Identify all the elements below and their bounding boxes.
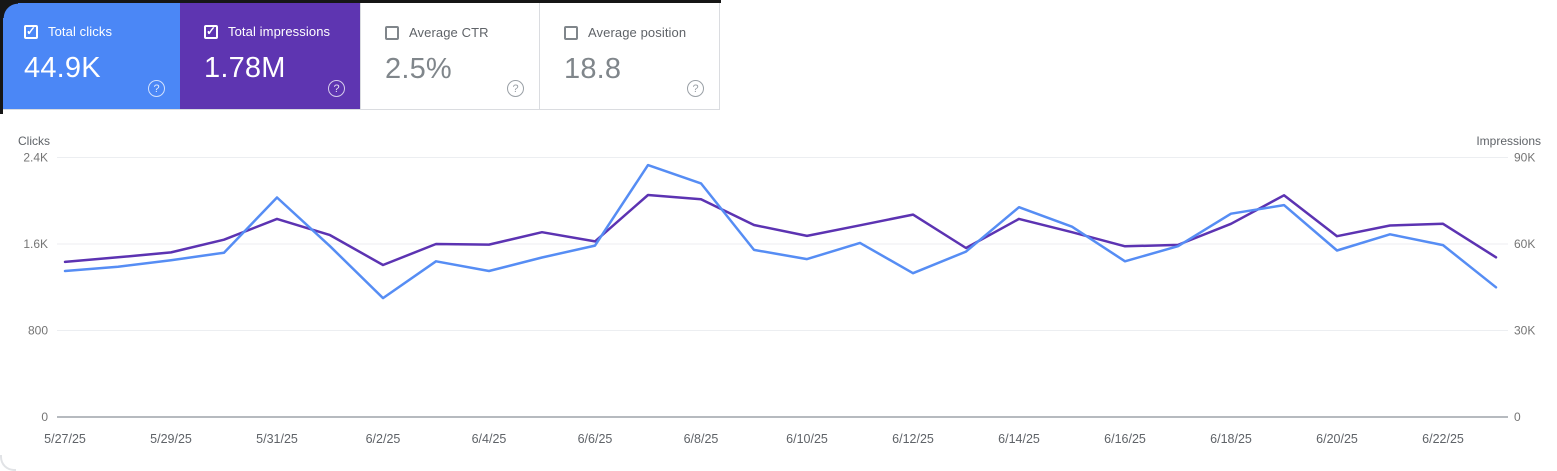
window-frame-corner [0,0,18,18]
total-impressions-value: 1.78M [204,52,286,84]
help-icon[interactable]: ? [687,80,704,97]
left-axis-tick: 0 [41,410,48,424]
average-position-value: 18.8 [564,53,622,85]
date-label: 6/4/25 [472,432,507,446]
window-frame-top [0,0,721,3]
card-average-position[interactable]: Average position 18.8 ? [540,0,720,110]
help-icon[interactable]: ? [507,80,524,97]
left-axis-tick: 1.6K [23,237,48,251]
right-axis-tick: 90K [1514,151,1535,165]
help-icon[interactable]: ? [148,80,165,97]
card-average-ctr-head: Average CTR [385,25,539,40]
date-label: 5/31/25 [256,432,298,446]
date-label: 6/20/25 [1316,432,1358,446]
left-axis-title: Clicks [18,134,50,148]
date-label: 6/8/25 [684,432,719,446]
total-clicks-label: Total clicks [48,24,113,39]
date-label: 6/12/25 [892,432,934,446]
date-label: 6/6/25 [578,432,613,446]
average-ctr-checkbox[interactable] [385,25,399,40]
card-total-clicks[interactable]: Total clicks 44.9K ? [0,0,180,110]
date-label: 6/2/25 [366,432,401,446]
average-ctr-value: 2.5% [385,53,452,85]
right-axis-tick: 30K [1514,324,1535,338]
total-impressions-checkbox[interactable] [204,24,218,39]
card-average-position-head: Average position [564,25,719,40]
help-icon[interactable]: ? [328,80,345,97]
right-axis-tick: 0 [1514,410,1521,424]
date-label: 5/27/25 [44,432,86,446]
card-average-ctr[interactable]: Average CTR 2.5% ? [360,0,540,110]
average-position-checkbox[interactable] [564,25,578,40]
date-label: 6/18/25 [1210,432,1252,446]
date-label: 6/14/25 [998,432,1040,446]
left-axis-tick: 800 [28,324,48,338]
date-label: 6/22/25 [1422,432,1464,446]
performance-chart-svg[interactable]: 0 0 800 30K 1.6K 60K 2.4K 90K Clicks Impressions 5… [0,110,1557,471]
performance-chart[interactable]: 0 0 800 30K 1.6K 60K 2.4K 90K Clicks Impressions 5… [0,110,1557,471]
window-frame-left [0,0,3,114]
card-total-impressions-head: Total impressions [204,24,360,39]
panel-bottom-left-corner [0,455,16,471]
date-label: 6/10/25 [786,432,828,446]
total-clicks-value: 44.9K [24,52,101,84]
total-impressions-label: Total impressions [228,24,331,39]
metric-cards-row: Total clicks 44.9K ? Total impressions 1… [0,0,720,110]
total-clicks-checkbox[interactable] [24,24,38,39]
card-total-clicks-head: Total clicks [24,24,180,39]
clicks-line [63,163,1498,300]
average-ctr-label: Average CTR [409,25,489,40]
right-axis-title: Impressions [1476,134,1541,148]
right-axis-tick: 60K [1514,237,1535,251]
card-total-impressions[interactable]: Total impressions 1.78M ? [180,0,360,110]
left-axis-tick: 2.4K [23,151,48,165]
average-position-label: Average position [588,25,687,40]
date-label: 5/29/25 [150,432,192,446]
date-label: 6/16/25 [1104,432,1146,446]
